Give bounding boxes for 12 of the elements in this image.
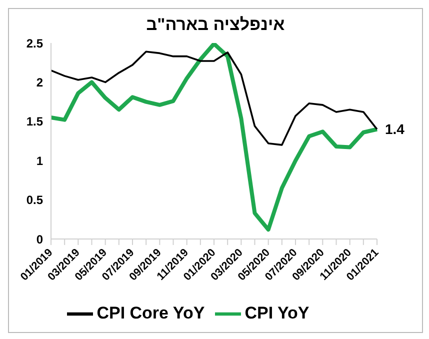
y-tick-label: 2.5: [26, 36, 44, 50]
line-series: [50, 50, 378, 146]
line-series: [49, 43, 379, 232]
y-tick-label: 1: [36, 154, 44, 168]
annotation: 1.4: [385, 121, 405, 138]
y-tick-label: 1.5: [26, 114, 44, 129]
legend-label: CPI Core YoY: [96, 303, 205, 322]
chart-title: אינפלציה בארה"ב: [145, 15, 286, 35]
y-tick-label: 0: [36, 232, 44, 246]
y-tick-label: 0.5: [26, 193, 44, 208]
y-tick-label: 2: [36, 75, 44, 90]
legend-label: CPI YoY: [244, 303, 310, 322]
